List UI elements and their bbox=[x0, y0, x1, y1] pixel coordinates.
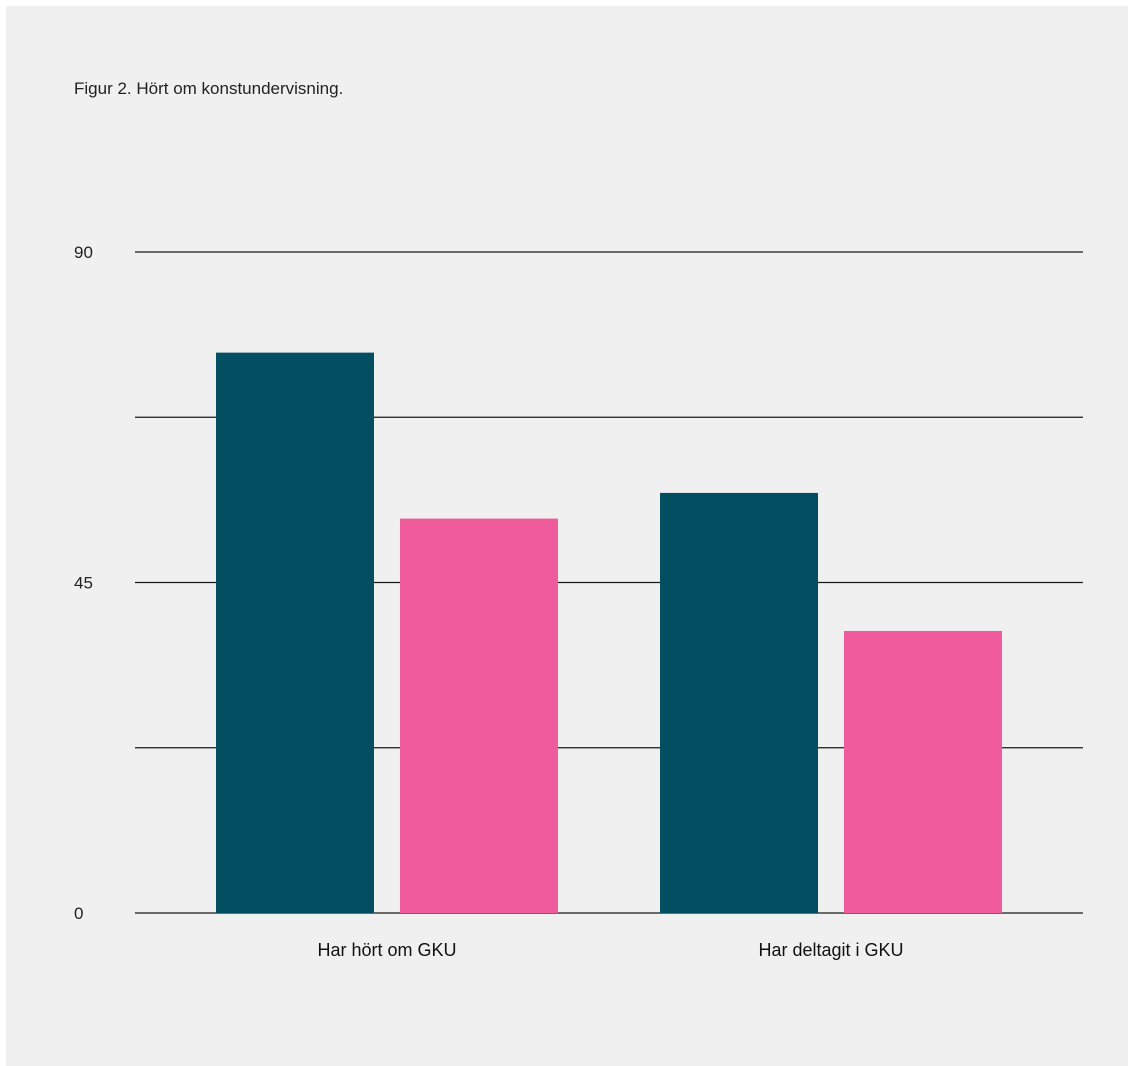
bar bbox=[660, 492, 818, 913]
y-tick-label: 0 bbox=[74, 904, 83, 923]
y-tick-label: 90 bbox=[74, 243, 93, 262]
bar bbox=[400, 518, 558, 913]
bar bbox=[844, 630, 1002, 913]
x-category-label: Har deltagit i GKU bbox=[758, 940, 903, 960]
x-category-label: Har hört om GKU bbox=[317, 940, 456, 960]
x-axis-labels: Har hört om GKU Har deltagit i GKU bbox=[317, 940, 903, 960]
bars bbox=[216, 352, 1002, 913]
chart-title: Figur 2. Hört om konstundervisning. bbox=[74, 79, 344, 98]
y-tick-label: 45 bbox=[74, 574, 93, 593]
bar bbox=[216, 352, 374, 913]
y-axis-ticks: 0 45 90 bbox=[74, 243, 93, 923]
